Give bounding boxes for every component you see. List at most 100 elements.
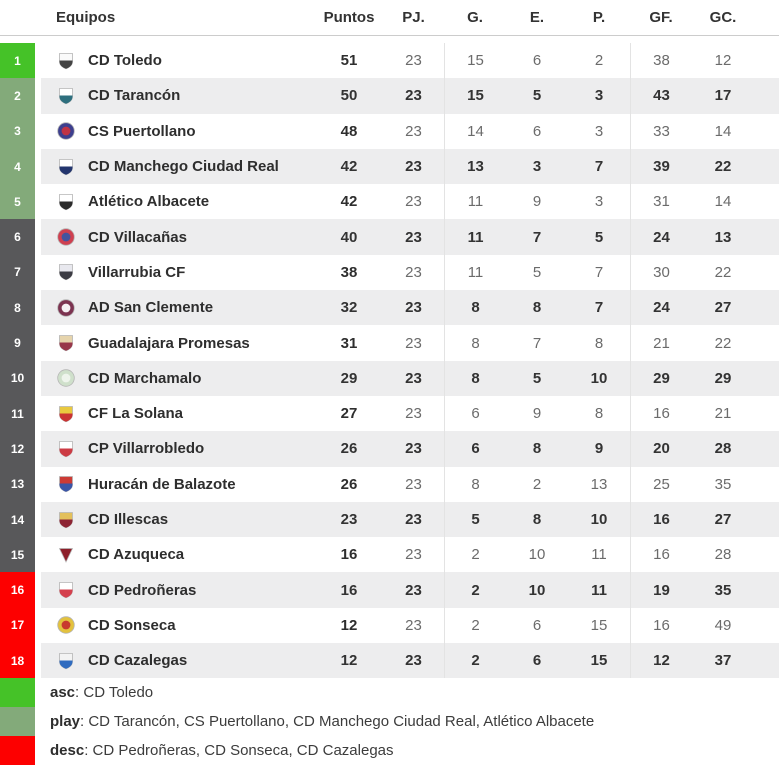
won-cell: 15 xyxy=(444,78,506,114)
team-crest-icon xyxy=(56,474,76,494)
team-name-link[interactable]: Villarrubia CF xyxy=(88,263,186,281)
goals-against-cell: 29 xyxy=(714,369,732,387)
team-crest-icon xyxy=(56,651,76,671)
played-cell: 23 xyxy=(405,193,422,211)
points-cell: 42 xyxy=(340,193,358,211)
goals-against-cell: 12 xyxy=(714,52,732,70)
table-row[interactable]: 7 Villarrubia CF 38 23 11 5 7 30 22 xyxy=(0,254,779,291)
team-name-link[interactable]: CD Manchego Ciudad Real xyxy=(88,158,279,176)
table-row[interactable]: 8 AD San Clemente 32 23 8 8 7 24 27 xyxy=(0,290,779,326)
table-row[interactable]: 10 CD Marchamalo 29 23 8 5 10 29 29 xyxy=(0,360,779,396)
team-name-link[interactable]: CD Tarancón xyxy=(88,87,181,105)
goals-for-cell: 16 xyxy=(630,537,692,573)
team-name-link[interactable]: CF La Solana xyxy=(88,405,184,423)
team-name-link[interactable]: AD San Clemente xyxy=(88,299,214,317)
goals-against-cell: 27 xyxy=(714,511,732,528)
table-row[interactable]: 13 Huracán de Balazote 26 23 8 2 13 25 3… xyxy=(0,466,779,502)
won-cell: 8 xyxy=(444,325,506,361)
position-badge: 5 xyxy=(0,184,35,220)
played-cell: 23 xyxy=(405,546,422,564)
table-row[interactable]: 15 CD Azuqueca 16 23 2 10 11 16 28 xyxy=(0,537,779,573)
won-cell: 2 xyxy=(444,572,506,608)
table-row[interactable]: 9 Guadalajara Promesas 31 23 8 7 8 21 22 xyxy=(0,325,779,361)
table-row[interactable]: 2 CD Tarancón 50 23 15 5 3 43 17 xyxy=(0,78,779,114)
team-crest-icon xyxy=(56,227,76,247)
table-row[interactable]: 6 CD Villacañas 40 23 11 7 5 24 13 xyxy=(0,219,779,255)
won-cell: 6 xyxy=(444,395,506,432)
position-badge: 18 xyxy=(0,643,35,679)
won-cell: 14 xyxy=(444,113,506,149)
goals-against-cell: 13 xyxy=(714,228,732,246)
legend-teams: : CD Tarancón, CS Puertollano, CD Manche… xyxy=(80,713,595,731)
table-row[interactable]: 14 CD Illescas 23 23 5 8 10 16 27 xyxy=(0,501,779,538)
lost-cell: 7 xyxy=(594,158,604,176)
table-row[interactable]: 18 CD Cazalegas 12 23 2 6 15 12 37 xyxy=(0,643,779,679)
team-name-link[interactable]: Guadalajara Promesas xyxy=(88,334,250,352)
legend-row: desc: CD Pedroñeras, CD Sonseca, CD Caza… xyxy=(0,736,779,765)
drawn-cell: 6 xyxy=(532,52,542,70)
goals-against-cell: 49 xyxy=(714,616,732,634)
table-row[interactable]: 11 CF La Solana 27 23 6 9 8 16 21 xyxy=(0,395,779,432)
goals-against-cell: 14 xyxy=(714,193,732,211)
team-crest-icon xyxy=(56,298,76,318)
legend-teams: : CD Pedroñeras, CD Sonseca, CD Cazalega… xyxy=(84,742,394,760)
team-cell: CP Villarrobledo xyxy=(41,431,315,466)
row-gutter xyxy=(35,607,41,644)
row-gutter xyxy=(35,643,41,679)
lost-cell: 10 xyxy=(590,369,608,387)
team-name-link[interactable]: CS Puertollano xyxy=(88,122,196,140)
team-cell: Huracán de Balazote xyxy=(41,467,315,502)
played-cell: 23 xyxy=(405,158,422,176)
lost-cell: 11 xyxy=(591,546,607,564)
played-cell: 23 xyxy=(405,475,422,493)
team-name-link[interactable]: CD Sonseca xyxy=(88,616,176,634)
legend-text: play: CD Tarancón, CS Puertollano, CD Ma… xyxy=(35,707,594,736)
table-row[interactable]: 16 CD Pedroñeras 16 23 2 10 11 19 35 xyxy=(0,572,779,608)
won-cell: 13 xyxy=(444,148,506,185)
row-gutter xyxy=(35,148,41,185)
team-cell: CF La Solana xyxy=(41,396,315,431)
row-gutter xyxy=(35,501,41,538)
goals-against-cell: 28 xyxy=(714,440,732,458)
team-name-link[interactable]: CP Villarrobledo xyxy=(88,440,205,458)
team-crest-icon xyxy=(56,51,76,71)
team-name-link[interactable]: CD Toledo xyxy=(88,52,162,70)
team-crest-icon xyxy=(56,439,76,459)
team-cell: AD San Clemente xyxy=(41,290,315,325)
played-cell: 23 xyxy=(405,652,422,670)
position-badge: 8 xyxy=(0,290,35,326)
table-row[interactable]: 1 CD Toledo 51 23 15 6 2 38 12 xyxy=(0,43,779,79)
team-name-link[interactable]: CD Marchamalo xyxy=(88,369,202,387)
team-name-link[interactable]: CD Cazalegas xyxy=(88,652,188,670)
lost-cell: 3 xyxy=(594,193,604,211)
won-cell: 11 xyxy=(444,254,506,291)
points-cell: 42 xyxy=(340,158,358,176)
table-row[interactable]: 17 CD Sonseca 12 23 2 6 15 16 49 xyxy=(0,607,779,644)
table-row[interactable]: 4 CD Manchego Ciudad Real 42 23 13 3 7 3… xyxy=(0,148,779,185)
team-name-link[interactable]: CD Illescas xyxy=(88,511,169,528)
team-crest-icon xyxy=(56,262,76,282)
legend-key: desc xyxy=(50,742,85,760)
team-name-link[interactable]: CD Azuqueca xyxy=(88,546,185,564)
table-row[interactable]: 3 CS Puertollano 48 23 14 6 3 33 14 xyxy=(0,113,779,149)
team-name-link[interactable]: Huracán de Balazote xyxy=(88,475,236,493)
goals-for-cell: 25 xyxy=(630,466,692,502)
lost-cell: 8 xyxy=(594,334,604,352)
won-cell: 6 xyxy=(444,431,506,467)
team-name-link[interactable]: CD Pedroñeras xyxy=(88,581,197,599)
played-cell: 23 xyxy=(405,511,422,528)
team-crest-icon xyxy=(56,615,76,635)
goals-for-cell: 30 xyxy=(630,254,692,291)
table-row[interactable]: 5 Atlético Albacete 42 23 11 9 3 31 14 xyxy=(0,184,779,220)
team-name-link[interactable]: Atlético Albacete xyxy=(88,193,210,211)
team-name-link[interactable]: CD Villacañas xyxy=(88,228,187,246)
position-badge: 12 xyxy=(0,431,35,467)
goals-for-cell: 43 xyxy=(630,78,692,114)
table-row[interactable]: 12 CP Villarrobledo 26 23 6 8 9 20 28 xyxy=(0,431,779,467)
team-cell: CD Illescas xyxy=(41,502,315,537)
goals-against-cell: 22 xyxy=(714,263,732,281)
team-cell: CD Tarancón xyxy=(41,78,315,113)
team-cell: CS Puertollano xyxy=(41,114,315,149)
played-cell: 23 xyxy=(405,369,422,387)
